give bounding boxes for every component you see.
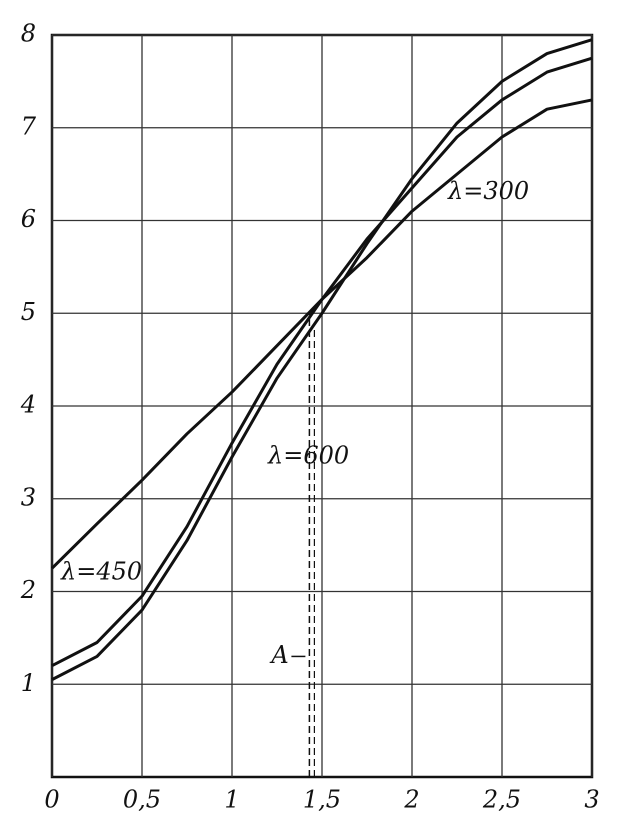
- y-tick-label: 7: [21, 112, 37, 140]
- y-tick-label: 1: [21, 669, 36, 697]
- x-tick-label: 1,5: [303, 786, 341, 814]
- y-tick-label: 2: [20, 576, 36, 604]
- x-tick-label: 2: [403, 786, 419, 814]
- y-tick-label: 8: [21, 20, 36, 48]
- data-line: [51, 38, 593, 681]
- annotation-text: A: [269, 641, 288, 669]
- x-tick-label: 0,5: [123, 786, 161, 814]
- y-tick-label: 6: [21, 205, 36, 233]
- y-tick-label: 4: [20, 391, 36, 419]
- x-tick-label: 3: [584, 786, 599, 814]
- series-label: λ=600: [267, 442, 349, 470]
- y-tick-label: 5: [21, 298, 36, 326]
- x-tick-label: 1: [224, 786, 239, 814]
- data-line: [51, 56, 593, 668]
- x-tick-label: 2,5: [482, 786, 521, 814]
- series-label: λ=450: [60, 557, 142, 585]
- x-tick-label: 0: [44, 786, 59, 814]
- y-tick-label: 3: [21, 483, 36, 511]
- series-label: λ=300: [447, 177, 529, 205]
